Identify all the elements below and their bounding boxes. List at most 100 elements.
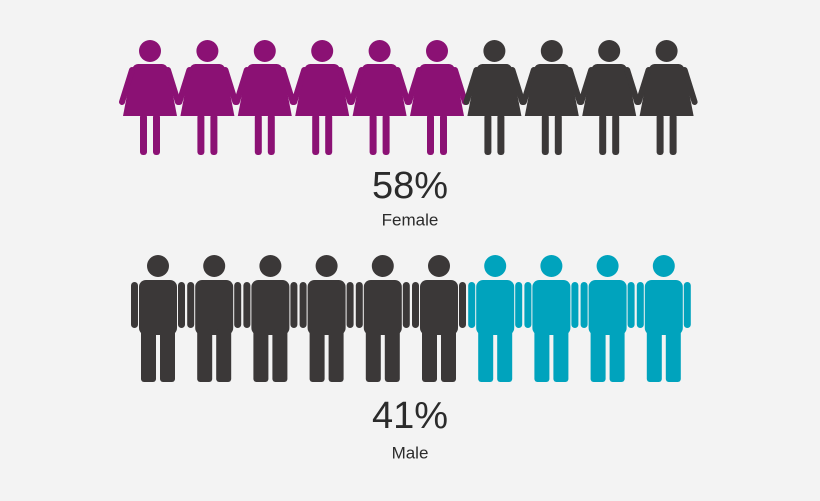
series-label: Male [392, 443, 429, 462]
leg [309, 329, 325, 382]
arm [681, 67, 698, 105]
person-icon [131, 255, 185, 382]
value-label: 58% [372, 165, 448, 207]
leg [590, 329, 606, 382]
head [484, 255, 507, 277]
arm [578, 67, 595, 105]
head [315, 255, 338, 277]
arm [468, 282, 476, 328]
torso [307, 280, 346, 335]
head [428, 255, 450, 277]
arm [337, 67, 354, 105]
leg [497, 329, 513, 382]
arm [406, 67, 422, 105]
leg [554, 114, 562, 155]
dress [180, 64, 235, 116]
arm [222, 67, 239, 105]
leg [141, 329, 156, 382]
arm [636, 282, 644, 328]
dress [123, 64, 177, 116]
head [426, 40, 448, 62]
person-icon [348, 40, 411, 155]
leg [599, 114, 607, 155]
leg [328, 329, 344, 382]
head [253, 40, 276, 62]
dress [410, 64, 464, 116]
leg [541, 114, 549, 155]
leg [369, 114, 377, 155]
head [311, 40, 334, 62]
dress [295, 64, 350, 116]
arm [402, 282, 410, 328]
arm [291, 67, 308, 105]
person-icon [468, 255, 523, 382]
value-label: 41% [372, 395, 448, 437]
head [598, 40, 621, 62]
arm [520, 67, 537, 105]
leg [656, 114, 664, 155]
dress [352, 64, 407, 116]
arm [131, 282, 138, 328]
arm [165, 67, 181, 105]
person-icon [520, 40, 583, 155]
leg [609, 329, 625, 382]
arm [566, 67, 583, 105]
leg [427, 114, 434, 155]
person-icon [406, 40, 468, 155]
torso [476, 280, 515, 335]
arm [234, 282, 242, 328]
person-icon [243, 255, 298, 382]
leg [253, 329, 269, 382]
torso [251, 280, 290, 335]
head [371, 255, 394, 277]
arm [524, 282, 532, 328]
head [196, 40, 219, 62]
leg [197, 329, 213, 382]
person-icon [233, 40, 296, 155]
head [540, 40, 563, 62]
arm [290, 282, 298, 328]
leg [384, 329, 400, 382]
arm [119, 67, 135, 105]
torso [195, 280, 234, 335]
leg [665, 329, 681, 382]
leg [254, 114, 262, 155]
arm [635, 67, 652, 105]
leg [440, 114, 447, 155]
arm [683, 282, 691, 328]
leg [612, 114, 620, 155]
leg [153, 114, 160, 155]
leg [497, 114, 505, 155]
arm [452, 67, 468, 105]
person-icon [412, 255, 466, 382]
dress [237, 64, 292, 116]
leg [312, 114, 320, 155]
arm [187, 282, 195, 328]
arm [571, 282, 579, 328]
person-icon [355, 255, 410, 382]
arm [627, 282, 635, 328]
head [147, 255, 169, 277]
torso [363, 280, 402, 335]
arm [624, 67, 641, 105]
leg [140, 114, 147, 155]
head [139, 40, 161, 62]
arm [279, 67, 296, 105]
head [596, 255, 619, 277]
leg [484, 114, 492, 155]
leg [216, 329, 232, 382]
torso [420, 280, 458, 335]
person-icon [187, 255, 242, 382]
torso [532, 280, 571, 335]
arm [243, 282, 251, 328]
arm [412, 282, 419, 328]
dress [524, 64, 579, 116]
arm [176, 67, 193, 105]
leg [160, 329, 175, 382]
person-icon [463, 40, 526, 155]
leg [365, 329, 381, 382]
leg [422, 329, 437, 382]
person-icon [635, 40, 698, 155]
